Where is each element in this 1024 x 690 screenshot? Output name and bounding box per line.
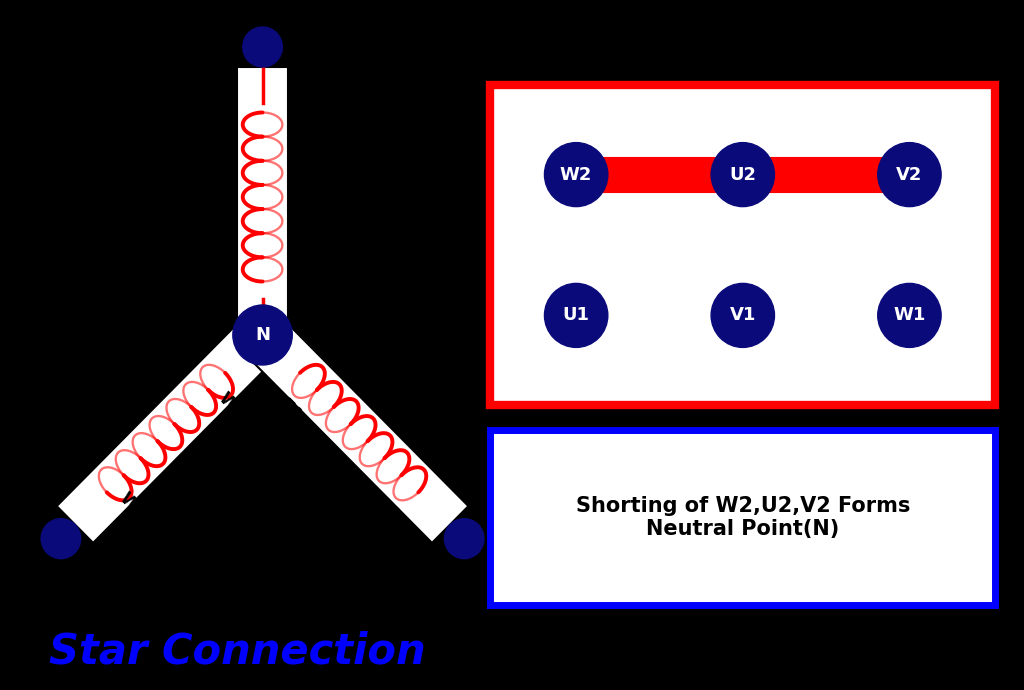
Text: W1: W1 — [116, 489, 150, 522]
Text: V1: V1 — [730, 306, 756, 324]
Text: V2: V2 — [896, 166, 923, 184]
Polygon shape — [490, 85, 995, 405]
Text: V1: V1 — [377, 491, 408, 520]
Circle shape — [711, 284, 774, 347]
Text: W2: W2 — [560, 166, 592, 184]
Text: U2: U2 — [288, 288, 312, 306]
Text: U2: U2 — [729, 166, 757, 184]
Text: W1: W1 — [893, 306, 926, 324]
Polygon shape — [250, 322, 468, 543]
Text: Star Connection: Star Connection — [49, 631, 426, 673]
Polygon shape — [56, 322, 275, 543]
Circle shape — [444, 519, 484, 559]
Circle shape — [545, 284, 608, 347]
Text: Shorting of W2,U2,V2 Forms
Neutral Point(N): Shorting of W2,U2,V2 Forms Neutral Point… — [575, 496, 910, 539]
Text: W2: W2 — [214, 389, 248, 423]
Polygon shape — [237, 67, 289, 327]
Text: U: U — [288, 52, 303, 72]
Circle shape — [711, 143, 774, 206]
Circle shape — [232, 305, 292, 365]
Polygon shape — [490, 430, 995, 605]
Text: V2: V2 — [279, 391, 309, 422]
Circle shape — [243, 27, 283, 67]
Text: N: N — [255, 326, 270, 344]
Circle shape — [878, 284, 941, 347]
Circle shape — [41, 519, 81, 559]
Text: U1: U1 — [562, 306, 590, 324]
Circle shape — [545, 143, 608, 206]
Circle shape — [878, 143, 941, 206]
